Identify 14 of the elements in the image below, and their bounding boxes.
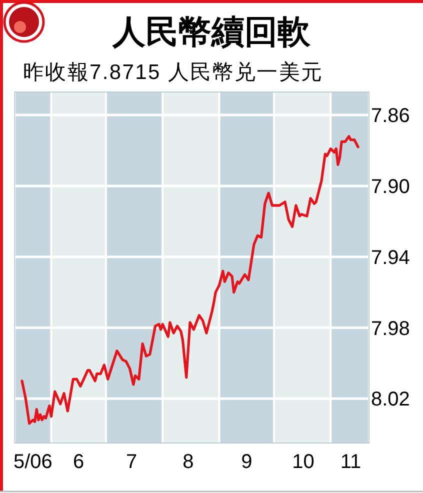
xtick-label: 5/06 — [14, 451, 52, 473]
xtick-label: 11 — [340, 451, 362, 473]
xtick-label: 6 — [73, 451, 84, 473]
title: 人民幣續回軟 — [112, 12, 310, 51]
subtitle: 昨收報7.8715 人民幣兑一美元 — [23, 61, 322, 84]
xtick-label: 8 — [182, 451, 194, 473]
ytick-label: 7.90 — [371, 176, 410, 198]
xtick-label: 10 — [292, 451, 314, 473]
xtick-label: 7 — [126, 451, 138, 473]
xtick-label: 9 — [241, 451, 252, 473]
ytick-label: 8.02 — [371, 388, 410, 411]
ytick-label: 7.98 — [371, 318, 410, 340]
ytick-label: 7.94 — [371, 246, 410, 269]
ytick-label: 7.86 — [371, 105, 410, 128]
